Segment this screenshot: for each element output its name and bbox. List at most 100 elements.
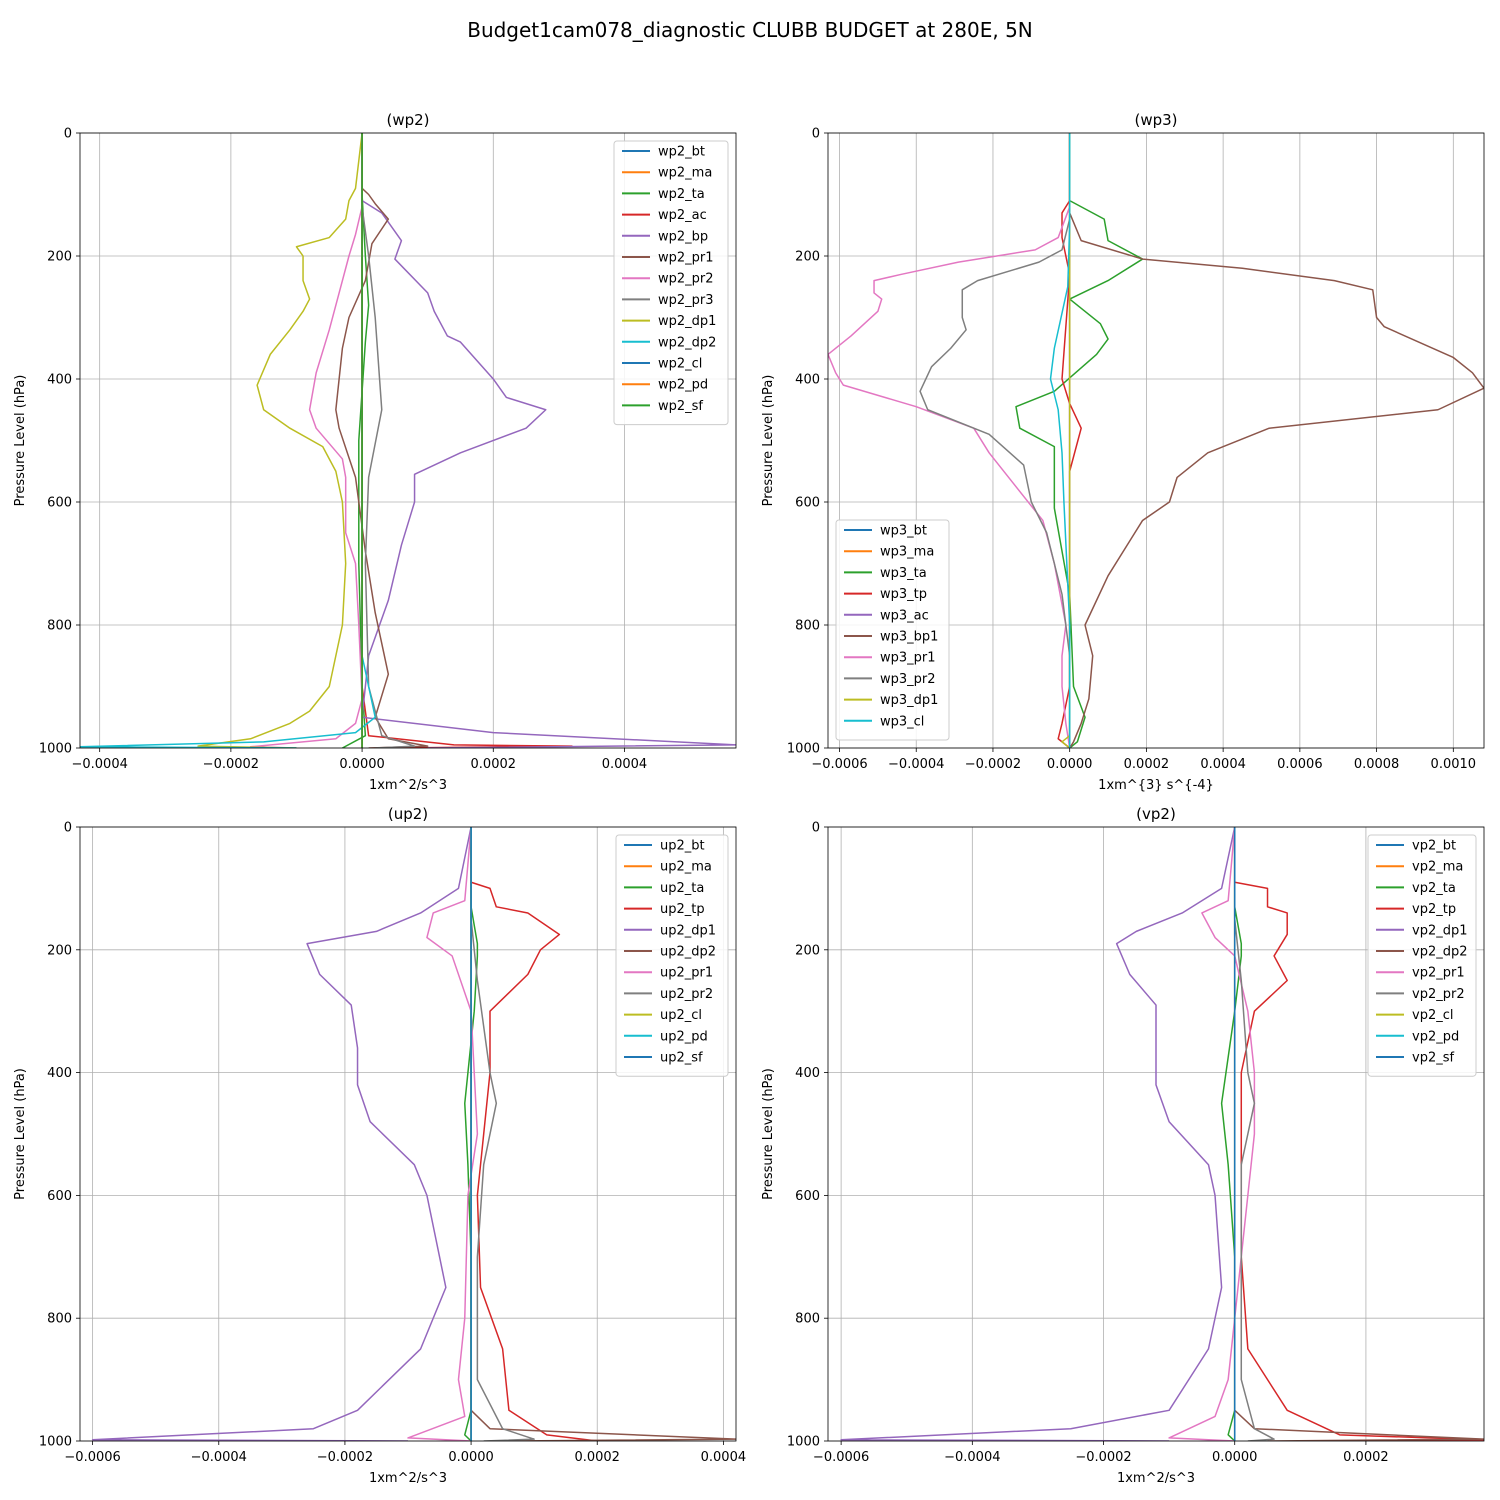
- y-tick-label: 200: [795, 250, 820, 265]
- legend-label: vp2_dp1: [1412, 923, 1468, 938]
- chart-title: (wp2): [386, 111, 429, 129]
- x-tick-label: −0.0002: [965, 757, 1021, 772]
- x-tick-label: −0.0002: [1075, 1450, 1131, 1465]
- series-line-up2_pr1: [407, 827, 479, 1441]
- y-tick-label: 200: [47, 943, 72, 958]
- y-tick-label: 1000: [39, 1435, 72, 1450]
- y-tick-label: 800: [47, 1312, 72, 1327]
- legend-label: wp2_ma: [658, 166, 712, 181]
- legend-label: vp2_tp: [1412, 902, 1456, 917]
- x-tick-label: 0.0000: [448, 1450, 494, 1465]
- legend-label: up2_bt: [660, 839, 705, 854]
- series-group: [80, 133, 736, 748]
- legend-label: up2_sf: [660, 1051, 703, 1066]
- series-line-wp3_pr2: [919, 133, 1071, 748]
- y-tick-label: 400: [47, 373, 72, 388]
- axes-frame: [827, 132, 1485, 749]
- series-line-wp2_dp1: [197, 133, 363, 748]
- y-axis-label: Pressure Level (hPa): [761, 1068, 776, 1200]
- legend-label: wp3_ta: [880, 566, 927, 581]
- axes-frame: [79, 132, 737, 749]
- y-tick-label: 400: [795, 373, 820, 388]
- legend-label: wp2_sf: [658, 399, 703, 414]
- series-line-vp2_ta: [1220, 827, 1243, 1441]
- y-tick-label: 800: [47, 619, 72, 634]
- series-line-vp2_pr1: [1168, 827, 1256, 1441]
- y-tick-label: 600: [47, 1189, 72, 1204]
- legend-label: wp2_bt: [658, 145, 705, 160]
- legend-label: up2_ma: [660, 860, 712, 875]
- legend-label: up2_cl: [660, 1008, 702, 1023]
- y-tick-label: 600: [795, 1189, 820, 1204]
- legend-label: wp2_dp2: [658, 335, 716, 350]
- x-tick-label: −0.0002: [203, 757, 259, 772]
- legend-label: up2_pd: [660, 1029, 708, 1044]
- legend-box: [615, 834, 729, 1077]
- axes-frame: [827, 826, 1485, 1442]
- legend-label: wp3_pr1: [880, 651, 936, 666]
- legend-label: wp2_bp: [658, 229, 708, 244]
- y-tick-label: 400: [795, 1066, 820, 1081]
- legend-label: wp2_pr2: [658, 272, 714, 287]
- x-tick-label: −0.0004: [71, 757, 127, 772]
- series-group: [91, 827, 736, 1441]
- y-tick-label: 200: [47, 250, 72, 265]
- legend-label: vp2_bt: [1412, 839, 1456, 854]
- x-tick-label: 0.0002: [574, 1450, 620, 1465]
- y-tick-label: 800: [795, 1312, 820, 1327]
- x-axis-label: 1xm^{3} s^{-4}: [1098, 778, 1214, 793]
- y-tick-label: 400: [47, 1066, 72, 1081]
- x-tick-label: 0.0000: [1047, 757, 1093, 772]
- legend-label: up2_dp2: [660, 945, 716, 960]
- legend-label: wp2_dp1: [658, 314, 716, 329]
- y-tick-label: 0: [812, 821, 820, 836]
- legend-label: wp2_pr1: [658, 251, 714, 266]
- y-tick-label: 0: [812, 127, 820, 142]
- x-tick-label: 0.0008: [1354, 757, 1400, 772]
- legend-label: wp3_pr2: [880, 672, 936, 687]
- chart-title: (vp2): [1136, 805, 1176, 823]
- legend-label: up2_pr2: [660, 987, 713, 1002]
- series-line-up2_tp: [470, 827, 598, 1441]
- legend-label: wp3_tp: [880, 587, 927, 602]
- x-axis-label: 1xm^2/s^3: [1117, 1471, 1195, 1486]
- series-line-vp2_tp: [1233, 827, 1484, 1441]
- legend-label: wp3_bt: [880, 524, 927, 539]
- chart-panel-2: −0.0006 −0.0004 −0.0002 0.0000 0.0002 0.0004 0…: [13, 805, 746, 1486]
- legend-label: up2_pr1: [660, 966, 713, 981]
- x-tick-label: 0.0002: [1124, 757, 1170, 772]
- series-group: [840, 827, 1484, 1441]
- y-tick-label: 600: [47, 496, 72, 511]
- panels: −0.0004 −0.0002 0.0000 0.0002 0.0004 0 200 400 6…: [13, 111, 1485, 1486]
- legend-label: wp3_ma: [880, 545, 934, 560]
- y-axis-label: Pressure Level (hPa): [761, 375, 776, 507]
- legend-label: vp2_ma: [1412, 860, 1463, 875]
- legend-box: [1367, 834, 1477, 1077]
- x-tick-label: −0.0002: [317, 1450, 373, 1465]
- x-tick-label: 0.0006: [1277, 757, 1323, 772]
- chart-panel-3: −0.0006 −0.0004 −0.0002 0.0000 0.0002 0 200 400…: [761, 805, 1485, 1486]
- legend-label: vp2_pd: [1412, 1029, 1459, 1044]
- legend-box: [613, 140, 729, 426]
- series-line-up2_pr2: [470, 827, 535, 1441]
- legend-label: up2_ta: [660, 881, 704, 896]
- x-tick-label: 0.0002: [471, 757, 517, 772]
- y-tick-label: 600: [795, 496, 820, 511]
- legend-label: wp3_cl: [880, 714, 924, 729]
- series-line-vp2_pr2: [1233, 827, 1275, 1441]
- y-tick-label: 200: [795, 943, 820, 958]
- y-tick-label: 1000: [39, 742, 72, 757]
- x-tick-label: 0.0004: [602, 757, 648, 772]
- series-line-wp2_pr2: [249, 133, 363, 748]
- x-tick-label: 0.0004: [701, 1450, 747, 1465]
- series-line-wp3_pr1: [828, 133, 1071, 748]
- legend: up2_bt up2_ma up2_ta up2_tp up2_dp1 up2_dp2up…: [615, 834, 729, 1077]
- y-tick-label: 1000: [787, 1435, 820, 1450]
- x-tick-label: 0.0002: [1343, 1450, 1389, 1465]
- y-axis-label: Pressure Level (hPa): [13, 375, 28, 507]
- y-tick-label: 0: [64, 127, 72, 142]
- legend-label: wp2_ta: [658, 187, 705, 202]
- legend-label: vp2_pr1: [1412, 966, 1465, 981]
- y-tick-label: 0: [64, 821, 72, 836]
